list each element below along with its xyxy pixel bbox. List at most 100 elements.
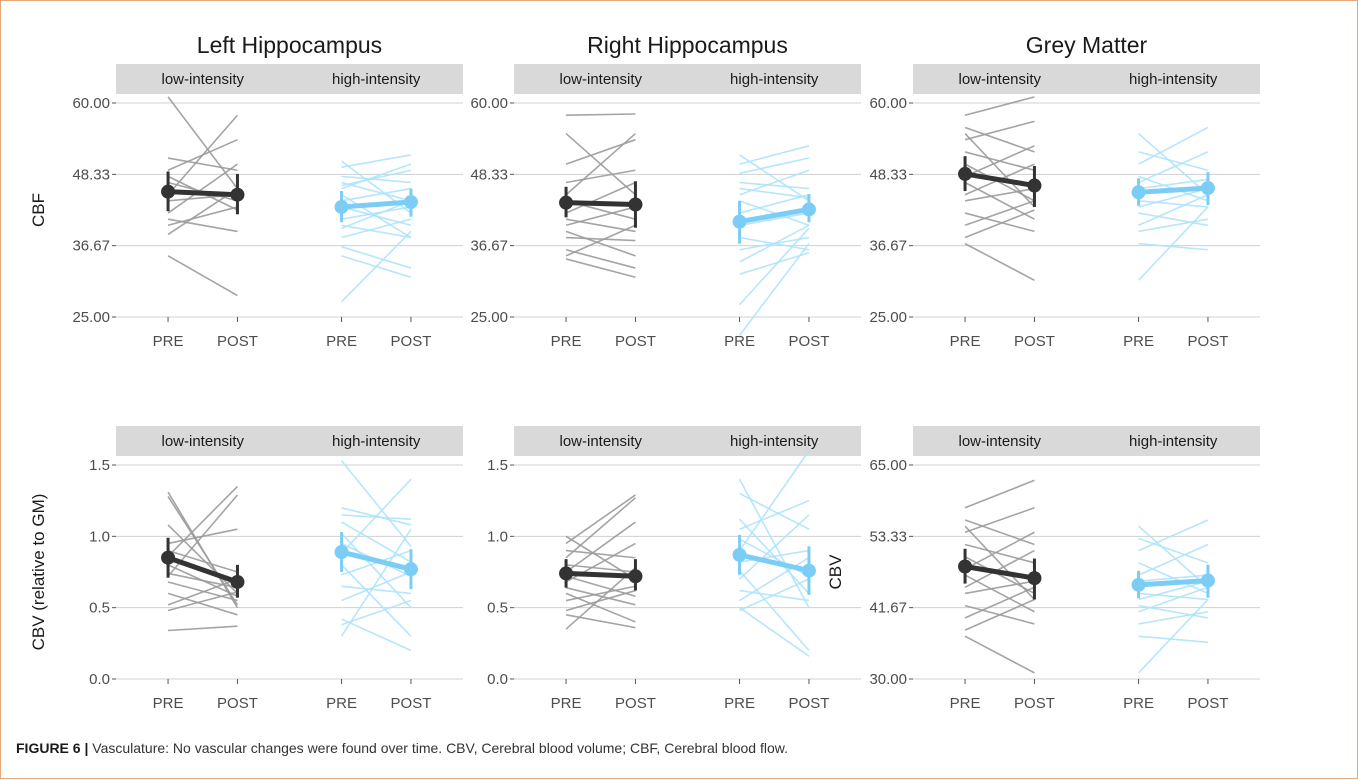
mean-point (1027, 571, 1042, 586)
mean-line (739, 206, 810, 225)
y-tick-label: 53.33 (869, 528, 907, 545)
subject-line (739, 187, 810, 199)
y-tick-label: 1.0 (89, 528, 110, 545)
subject-line (738, 570, 810, 651)
subject-line (566, 236, 636, 242)
subject-line (167, 485, 239, 557)
facet-strip (514, 426, 688, 456)
subject-line (739, 499, 810, 530)
x-tick-label: POST (1188, 333, 1229, 350)
subject-line (964, 580, 1035, 595)
subject-line (1138, 126, 1209, 165)
subject-line (738, 478, 810, 609)
subject-line (167, 163, 238, 214)
mean-point (732, 547, 747, 562)
subject-line (341, 163, 412, 190)
mean-point (1131, 577, 1146, 592)
subject-line (565, 535, 636, 580)
subject-line (1138, 178, 1209, 190)
subject-line (1138, 200, 1209, 208)
y-tick-label: 60.00 (470, 95, 508, 112)
facet-strip (687, 64, 861, 94)
panel-6: low-intensity high-intensity 30.00 41.67 53.… (826, 426, 1260, 712)
subject-line (964, 479, 1035, 509)
figure-caption: FIGURE 6 | Vasculature: No vascular chan… (16, 740, 1346, 756)
facet-strip-label: high-intensity (332, 71, 421, 88)
subject-line (1138, 543, 1209, 576)
subject-line (1137, 598, 1209, 674)
subject-line (964, 133, 1036, 208)
mean-point (334, 545, 349, 560)
subject-line (964, 598, 1035, 631)
subject-line (1138, 580, 1209, 601)
panel-3: Grey Matter low-intensity high-intensity 25… (869, 32, 1260, 350)
mean-point (559, 195, 574, 210)
mean-point (1200, 573, 1215, 588)
subject-line (1138, 592, 1209, 601)
subject-line (565, 181, 636, 214)
panel-4: low-intensity high-intensity 0.0 0.5 1.0 1.5 C… (29, 426, 463, 712)
subject-line (739, 157, 810, 175)
subject-line (167, 218, 238, 233)
mean-point (628, 197, 643, 212)
x-tick-label: PRE (326, 333, 357, 350)
subject-line (565, 494, 636, 545)
subject-line (964, 200, 1035, 227)
y-tick-label: 0.5 (89, 600, 110, 617)
x-tick-label: PRE (950, 695, 981, 712)
subject-line (739, 492, 810, 530)
facet-strip (116, 64, 290, 94)
x-tick-label: PRE (153, 333, 184, 350)
facet-strip-label: low-intensity (161, 71, 244, 88)
panel-title: Left Hippocampus (197, 32, 382, 58)
subject-line (1138, 151, 1209, 184)
x-tick-label: POST (1014, 695, 1055, 712)
mean-line (565, 570, 636, 579)
y-tick-label: 25.00 (869, 309, 907, 326)
panel-title: Right Hippocampus (587, 32, 788, 58)
mean-line (167, 189, 238, 198)
y-tick-label: 0.5 (487, 600, 508, 617)
subject-line (964, 212, 1035, 233)
mean-point (334, 199, 349, 214)
x-tick-label: POST (1014, 333, 1055, 350)
subject-line (1138, 519, 1209, 552)
subject-line (167, 591, 238, 612)
subject-line (1137, 206, 1209, 281)
subject-line (964, 543, 1035, 564)
x-tick-label: PRE (153, 695, 184, 712)
subject-line (341, 200, 412, 230)
subject-line (1138, 574, 1209, 582)
y-tick-label: 1.5 (89, 457, 110, 474)
subject-line (964, 187, 1035, 202)
x-tick-label: PRE (950, 333, 981, 350)
x-tick-label: POST (217, 695, 258, 712)
subject-line (739, 607, 810, 657)
subject-line (340, 564, 412, 637)
y-tick-label: 60.00 (72, 95, 110, 112)
subject-line (739, 145, 810, 165)
subject-line (341, 585, 412, 595)
subject-line (964, 635, 1035, 674)
x-tick-label: PRE (551, 333, 582, 350)
subject-line (565, 575, 636, 598)
subject-line (738, 450, 810, 552)
facet-strip-label: low-intensity (559, 71, 642, 88)
x-tick-label: POST (615, 695, 656, 712)
subject-line (739, 224, 810, 263)
subject-line (1138, 635, 1209, 644)
facet-strip-label: low-intensity (161, 433, 244, 450)
subject-line (340, 460, 412, 547)
x-tick-label: POST (1188, 695, 1229, 712)
panel-title: Grey Matter (1026, 32, 1148, 58)
facet-strip (289, 64, 463, 94)
facet-strip (1086, 64, 1260, 94)
x-tick-label: POST (391, 333, 432, 350)
mean-point (732, 214, 747, 229)
subject-line (167, 549, 238, 573)
y-tick-label: 65.00 (869, 457, 907, 474)
subject-line (964, 531, 1035, 570)
subject-line (565, 497, 636, 559)
subject-line (565, 218, 636, 233)
